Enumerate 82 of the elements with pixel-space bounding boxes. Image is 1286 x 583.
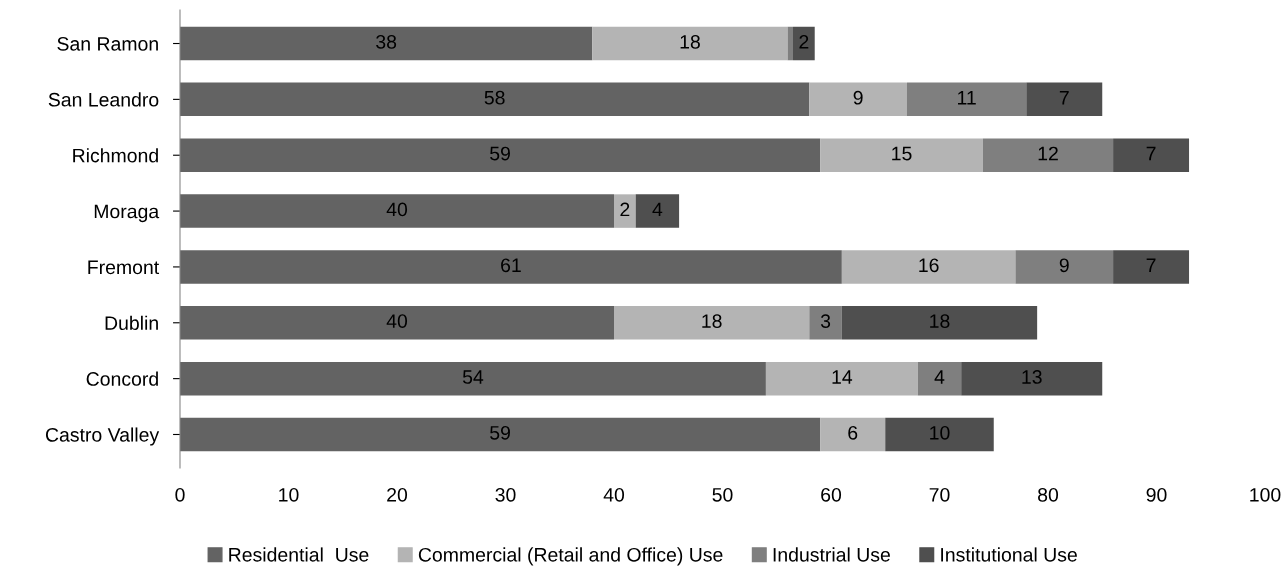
data-label: 59 (490, 425, 510, 440)
data-label: 38 (376, 34, 397, 49)
data-label: 11 (958, 91, 976, 105)
data-label: 7 (1059, 91, 1069, 105)
data-label: 13 (1022, 370, 1042, 384)
bar (793, 26, 815, 61)
x-tick-label: 30 (495, 487, 516, 502)
x-tick-label: 60 (821, 487, 842, 502)
data-label: 40 (386, 314, 408, 328)
data-label: 10 (930, 425, 950, 440)
bar (820, 417, 886, 452)
bar (841, 250, 1016, 284)
bar (1113, 138, 1190, 172)
bar (809, 306, 842, 340)
x-tick-label: 90 (1146, 487, 1167, 502)
x-tick-label: 20 (387, 487, 408, 502)
data-label: 12 (1038, 146, 1058, 161)
x-tick-label: 100 (1250, 487, 1281, 502)
y-tick-label: San Leandro (48, 92, 159, 107)
bar (614, 306, 810, 340)
data-label: 54 (462, 370, 484, 384)
y-tick-label: Fremont (88, 260, 160, 275)
bar (961, 361, 1103, 396)
data-label: 7 (1146, 258, 1156, 272)
bar (635, 194, 680, 228)
bar (180, 417, 821, 452)
bar (809, 82, 907, 117)
x-tick-label: 50 (712, 487, 733, 502)
data-label: 9 (1059, 258, 1069, 273)
data-label: 61 (501, 258, 521, 273)
data-label: 18 (680, 34, 700, 49)
bar (820, 138, 983, 172)
y-tick-label: Richmond (73, 148, 158, 163)
bar (614, 194, 636, 228)
bar (180, 26, 593, 61)
data-label: 14 (832, 370, 853, 384)
data-label: 2 (799, 34, 809, 49)
bar (1026, 82, 1103, 117)
data-label: 58 (484, 90, 505, 105)
bar (841, 306, 1038, 340)
legend-label: Institutional Use (941, 547, 1077, 562)
bar (787, 26, 794, 61)
bar (982, 138, 1114, 172)
x-tick-label: 10 (279, 487, 299, 502)
bar (180, 82, 810, 117)
data-label: 4 (652, 202, 663, 217)
bar (180, 194, 614, 228)
data-label: 9 (853, 90, 863, 105)
legend-label: Industrial Use (773, 547, 890, 562)
data-label: 3 (820, 314, 831, 328)
data-label: 15 (892, 146, 912, 161)
bar (592, 26, 788, 61)
y-tick-label: Concord (86, 371, 158, 386)
bar (765, 361, 918, 396)
data-label: 40 (386, 202, 408, 217)
legend-label: Residential Use (229, 547, 369, 562)
bar (180, 361, 766, 396)
x-tick-label: 70 (929, 487, 950, 502)
y-tick-label: Moraga (94, 204, 160, 223)
x-tick-label: 40 (603, 487, 625, 502)
bar (885, 417, 994, 452)
data-label: 18 (702, 314, 722, 328)
bar (1015, 250, 1114, 284)
data-label: 16 (919, 258, 939, 273)
bar (1113, 250, 1190, 284)
data-label: 7 (1146, 146, 1156, 161)
data-label: 4 (934, 370, 945, 384)
bar (180, 250, 842, 284)
data-label: 2 (620, 202, 630, 217)
y-tick-label: Dublin (105, 315, 158, 331)
bar (906, 82, 1027, 117)
data-label: 59 (490, 146, 510, 161)
data-label: 18 (930, 314, 950, 328)
legend-label: Commercial (Retail and Office) Use (418, 547, 723, 566)
x-tick-label: 80 (1038, 487, 1059, 502)
bar (917, 361, 962, 396)
y-tick-label: San Ramon (57, 36, 158, 51)
data-label: 6 (848, 425, 858, 440)
bar (180, 306, 614, 340)
bar (180, 138, 821, 172)
y-tick-label: Castro Valley (45, 427, 160, 446)
x-tick-label: 0 (175, 487, 185, 502)
